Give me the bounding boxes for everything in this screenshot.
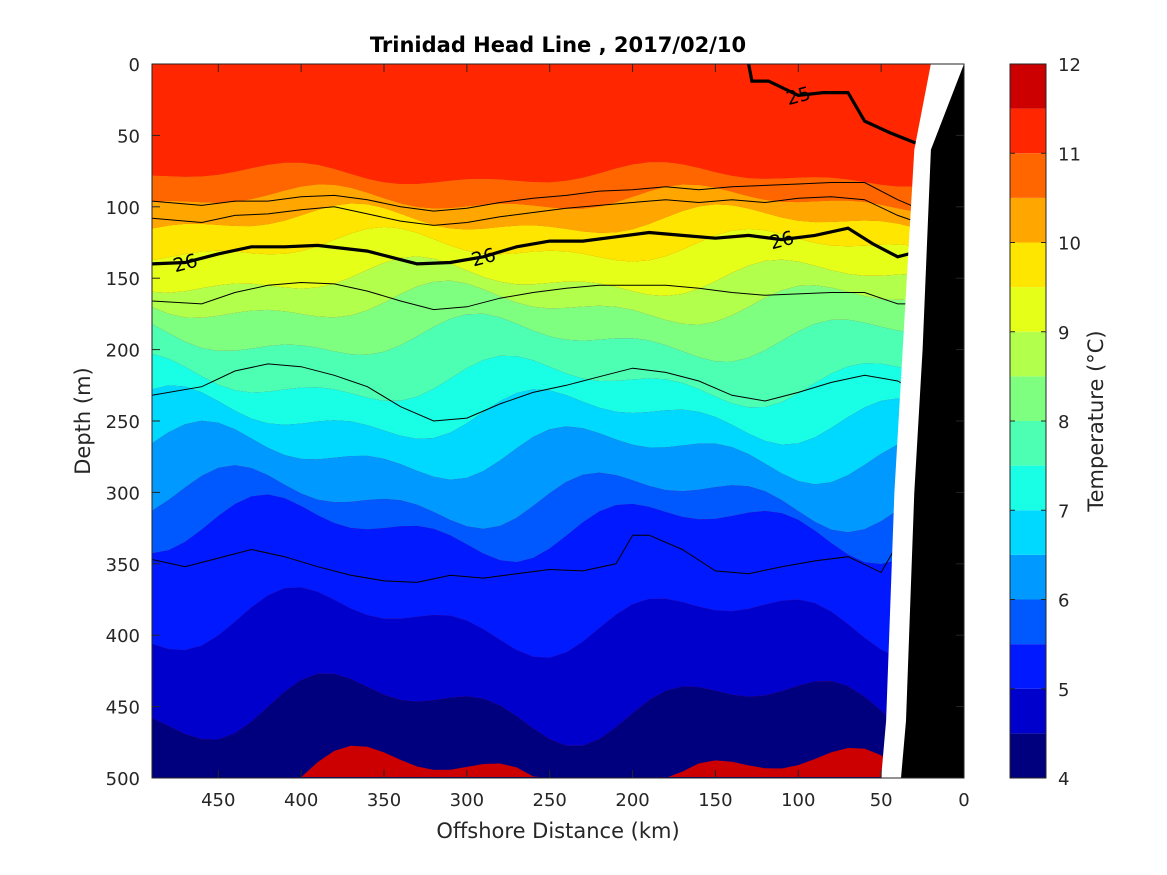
colorbar-swatch-10 [1010,197,1046,243]
y-axis: 0 50 100 150 200 250 300 350 400 450 500 [106,55,964,790]
colorbar-swatch-10.5 [1010,153,1046,198]
x-tick-label-450: 450 [201,790,235,811]
colorbar-tick-label-12: 12 [1058,55,1081,76]
x-axis-label: Offshore Distance (km) [436,819,679,843]
x-axis: 450 400 350 300 250 200 150 100 50 0 [201,64,970,811]
chart-title: Trinidad Head Line , 2017/02/10 [370,33,746,57]
colorbar-swatch-7.5 [1010,421,1046,466]
colorbar-swatch-4 [1010,733,1046,778]
colorbar-swatch-8 [1010,376,1046,421]
band-4.5-5 [152,587,964,746]
colorbar-swatch-7 [1010,465,1046,511]
colorbar-tick-label-5: 5 [1058,680,1069,701]
bathymetry [881,64,964,778]
colorbar-swatch-5 [1010,644,1046,689]
band-10.5-11 [152,162,964,214]
band-6-6.5 [152,420,964,533]
seafloor [901,64,964,778]
colorbar-swatch-6.5 [1010,510,1046,555]
colorbar-tick-label-4: 4 [1058,769,1069,790]
band-9-9.5 [152,226,964,296]
colorbar-tick-label-9: 9 [1058,323,1069,344]
x-tick-label-50: 50 [870,790,893,811]
isopycnal-line-2 [152,182,915,212]
x-tick-label-250: 250 [533,790,567,811]
band-4-4.5 [152,673,964,778]
colorbar: 4 5 6 7 8 9 10 11 12 [1009,55,1081,790]
colorbar-swatch-6 [1010,554,1046,600]
colorbar-swatch-9.5 [1010,242,1046,288]
colorbar-swatch-9 [1010,287,1046,332]
isopycnal-line-3 [152,196,915,226]
colorbar-tick-label-10: 10 [1058,234,1081,255]
isopycnal-25 [747,64,932,149]
band-11-11.5 [152,64,964,187]
x-tick-label-0: 0 [958,790,969,811]
colorbar-swatch-4.5 [1010,688,1046,734]
isopycnal-line-5 [152,363,918,422]
y-tick-label-500: 500 [106,769,140,790]
colorbar-tick-label-8: 8 [1058,412,1069,433]
y-tick-label-300: 300 [106,483,140,504]
y-tick-label-200: 200 [106,341,140,362]
band-5.5-6 [152,465,964,565]
y-axis-label: Depth (m) [71,367,95,474]
x-tick-label-350: 350 [367,790,401,811]
x-tick-label-400: 400 [284,790,318,811]
band-8.5-9 [152,256,964,325]
colorbar-swatch-11.5 [1010,64,1046,109]
colorbar-tick-label-11: 11 [1058,144,1081,165]
band-7-7.5 [152,353,964,445]
band-6.5-7 [152,385,964,485]
temperature-bands [152,64,964,778]
y-tick-label-350: 350 [106,555,140,576]
band-7.5-8 [152,313,964,408]
y-tick-label-50: 50 [117,126,140,147]
y-tick-label-250: 250 [106,412,140,433]
colorbar-swatch-5.5 [1010,599,1046,645]
y-tick-label-100: 100 [106,198,140,219]
colorbar-label: Temperature (°C) [1084,330,1108,512]
colorbar-swatch-8.5 [1010,331,1046,377]
band-5-5.5 [152,494,964,659]
isopycnal-line-6 [152,534,912,583]
y-tick-label-450: 450 [106,698,140,719]
x-tick-label-150: 150 [698,790,732,811]
y-tick-label-0: 0 [129,55,140,76]
colorbar-swatch-11 [1010,108,1046,154]
y-tick-label-400: 400 [106,626,140,647]
isopycnal-line-4 [152,281,931,311]
x-tick-label-100: 100 [781,790,815,811]
band-8-8.5 [152,280,964,362]
colorbar-tick-label-7: 7 [1058,501,1069,522]
isopycnal-26 [152,226,932,266]
x-tick-label-300: 300 [450,790,484,811]
colorbar-tick-label-6: 6 [1058,591,1069,612]
band-9.5-10 [152,203,964,262]
x-tick-label-200: 200 [615,790,649,811]
y-tick-label-150: 150 [106,269,140,290]
